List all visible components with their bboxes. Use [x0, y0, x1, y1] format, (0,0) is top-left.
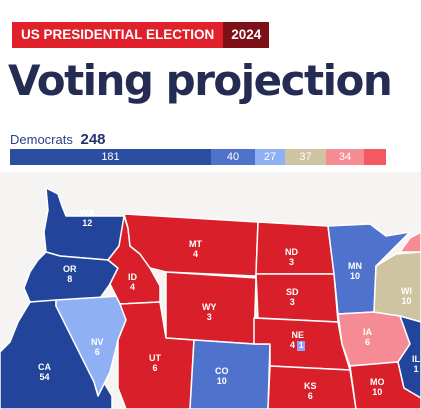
state-label-nd: ND 3	[285, 247, 298, 267]
electoral-vote-bar: 181 40 27 37 34	[10, 149, 421, 165]
page-title: Voting projection	[8, 56, 393, 105]
state-label-mt: MT 4	[189, 239, 202, 259]
state-co[interactable]	[189, 339, 271, 409]
state-label-wy: WY 3	[202, 302, 217, 322]
state-ks[interactable]	[267, 365, 357, 409]
bar-segment: 40	[211, 149, 255, 165]
party-total: 248	[80, 131, 106, 148]
state-label-sd: SD 3	[286, 287, 299, 307]
state-label-or: OR 8	[63, 264, 77, 284]
state-label-il: IL 1	[412, 354, 420, 374]
state-label-ia: IA 6	[363, 327, 372, 347]
bar-segment: 34	[326, 149, 364, 165]
state-label-ks: KS 6	[304, 381, 317, 401]
state-ut[interactable]	[117, 301, 195, 409]
state-label-nv: NV 6	[91, 337, 104, 357]
us-state-map: WA 12 OR 8 CA 54 NV 6 ID 4 MT 4 WY 3 UT 6 CO 10 N…	[0, 172, 421, 409]
badge-year: 2024	[223, 22, 270, 48]
bar-segment: 181	[10, 149, 211, 165]
state-ia[interactable]	[337, 311, 411, 367]
state-label-wi: WI 10	[401, 286, 412, 306]
badge-label: US PRESIDENTIAL ELECTION	[12, 22, 224, 48]
election-badge: US PRESIDENTIAL ELECTION 2024	[12, 22, 270, 48]
state-label-mo: MO 10	[370, 377, 385, 397]
bar-segment: 37	[285, 149, 326, 165]
state-il[interactable]	[397, 315, 421, 399]
party-name: Democrats	[10, 132, 73, 147]
state-label-mn: MN 10	[348, 261, 362, 281]
state-label-ut: UT 6	[149, 353, 161, 373]
ne-district-badge: 1	[297, 341, 306, 351]
state-label-id: ID 4	[128, 272, 137, 292]
state-label-co: CO 10	[215, 366, 229, 386]
state-wi[interactable]	[373, 251, 421, 323]
bar-segment	[364, 149, 386, 165]
state-label-ca: CA 54	[38, 362, 51, 382]
map-svg	[0, 187, 421, 409]
bar-segment: 27	[255, 149, 285, 165]
democrats-tally: Democrats 248	[10, 131, 106, 148]
state-label-wa: WA 12	[80, 208, 95, 228]
state-label-ne: NE 4 1	[290, 330, 306, 351]
state-mi[interactable]	[399, 231, 421, 253]
